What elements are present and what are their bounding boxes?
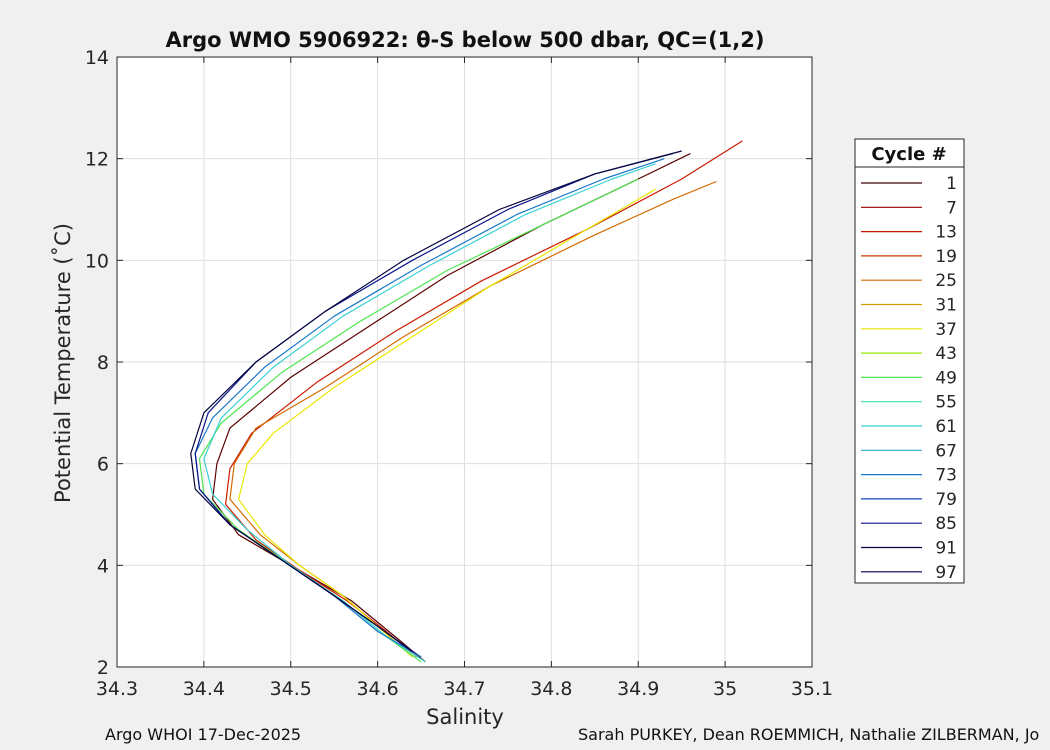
y-tick-label: 10	[85, 250, 109, 272]
series-line	[203, 163, 656, 663]
legend-label: 31	[935, 296, 957, 316]
y-tick-label: 8	[97, 352, 109, 374]
series-line	[190, 150, 682, 653]
x-axis-label: Salinity	[426, 705, 504, 729]
legend-label: 37	[935, 320, 957, 340]
y-tick-label: 2	[97, 657, 109, 679]
series-line	[225, 140, 743, 658]
legend-label: 55	[935, 393, 957, 413]
x-tick-label: 34.7	[443, 678, 485, 700]
legend-label: 91	[935, 539, 957, 559]
legend-label: 97	[935, 563, 957, 583]
legend-label: 43	[935, 344, 957, 364]
y-tick-label: 14	[85, 47, 109, 69]
legend-label: 7	[946, 198, 957, 218]
legend-label: 73	[935, 466, 957, 486]
x-tick-label: 34.6	[356, 678, 398, 700]
legend-label: 19	[935, 247, 957, 267]
x-tick-label: 34.8	[530, 678, 572, 700]
x-tick-label: 35	[713, 678, 737, 700]
legend-title: Cycle #	[871, 144, 946, 165]
y-tick-label: 4	[97, 555, 109, 577]
x-tick-label: 34.9	[617, 678, 659, 700]
series-layer	[190, 140, 743, 663]
x-tick-label: 34.5	[270, 678, 312, 700]
axis-ticks: 34.3 34.4 34.5 34.6 34.7 34.8 34.9 35 35.1 2 4 6 8 10…	[85, 47, 833, 700]
x-tick-label: 34.3	[96, 678, 138, 700]
x-tick-label: 34.4	[183, 678, 225, 700]
legend-label: 67	[935, 441, 957, 461]
y-tick-label: 6	[97, 454, 109, 476]
legend-label: 1	[946, 174, 957, 194]
legend-entries: 1 7 13 19 25 31 37 43 49 55 61 67 73 79 85 91 97	[861, 174, 957, 583]
series-line	[238, 188, 656, 658]
legend-label: 79	[935, 490, 957, 510]
legend: Cycle # 1 7 13 19 25 31 37 43 49 55 61 67 73 79 85 91 97	[854, 138, 965, 584]
footer-right-text: Sarah PURKEY, Dean ROEMMICH, Nathalie ZI…	[578, 725, 1040, 744]
x-tick-label: 35.1	[791, 678, 833, 700]
legend-label: 85	[935, 514, 957, 534]
legend-label: 49	[935, 368, 957, 388]
legend-box	[854, 138, 965, 584]
legend-label: 61	[935, 417, 957, 437]
legend-label: 25	[935, 271, 957, 291]
legend-label: 13	[935, 223, 957, 243]
y-tick-label: 12	[85, 149, 109, 171]
chart-title: Argo WMO 5906922: θ-S below 500 dbar, QC…	[166, 28, 765, 52]
footer-left-text: Argo WHOI 17-Dec-2025	[105, 725, 302, 744]
y-axis-label: Potential Temperature (˚C)	[51, 223, 75, 503]
